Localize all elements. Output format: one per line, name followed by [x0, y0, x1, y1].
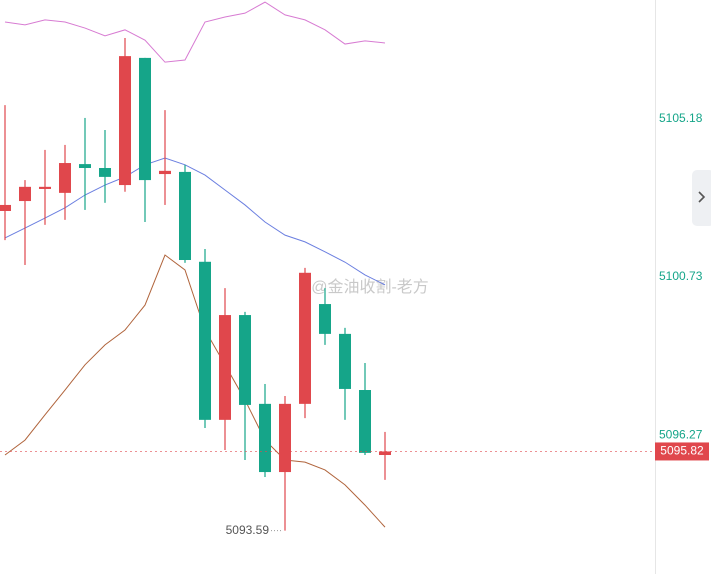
candle-body [299, 272, 311, 404]
candle-body [119, 56, 131, 186]
candle-body [99, 168, 111, 177]
scroll-arrow[interactable] [698, 191, 706, 203]
y-tick-label: 5096.27 [659, 428, 703, 442]
ma-line [4, 1, 386, 63]
ma-line [4, 157, 386, 286]
low-label: 5093.59 [226, 523, 270, 537]
last-price-label: 5095.82 [660, 444, 704, 458]
candle-body [339, 333, 351, 389]
candle-body [79, 164, 91, 169]
candle-body [39, 186, 51, 189]
candle-body [199, 261, 211, 420]
candle-body [239, 315, 251, 405]
candle-body [139, 57, 151, 181]
candle-body [19, 186, 31, 202]
last-price-box [655, 442, 709, 461]
watermark: @金油收割-老方 [311, 278, 429, 296]
candle-body [159, 170, 171, 175]
scroll-button-bg[interactable] [692, 170, 711, 226]
candle-body [319, 304, 331, 334]
scroll-button[interactable] [692, 170, 711, 226]
y-tick-label: 5105.18 [659, 111, 703, 125]
candle-body [219, 315, 231, 420]
ma-line [4, 254, 386, 528]
candle-body [259, 403, 271, 473]
y-tick-label: 5100.73 [659, 269, 703, 283]
candle-body [0, 204, 11, 211]
candle-body [279, 403, 291, 473]
candle-body [59, 163, 71, 193]
candle-body [179, 171, 191, 261]
candle-body [379, 451, 391, 456]
candle-body [359, 390, 371, 453]
